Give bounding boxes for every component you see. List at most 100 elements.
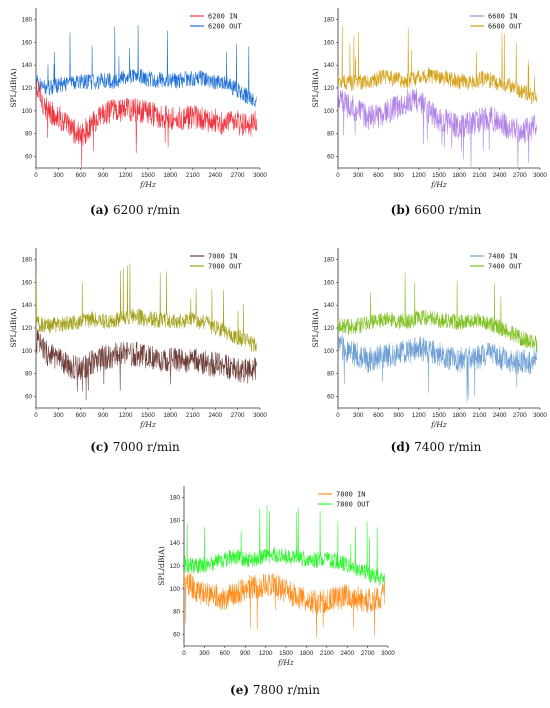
x-tick-label: 3000	[253, 172, 267, 179]
x-tick-label: 2400	[340, 650, 354, 657]
x-axis-label: f/Hz	[139, 180, 156, 189]
chart-panel-a: 60 80 100 120 140 160 180 0 300 600 900 1200 1500 180…	[0, 0, 270, 230]
x-tick-label: 2700	[231, 172, 245, 179]
y-tick-label: 80	[173, 609, 180, 616]
y-tick-label: 60	[25, 394, 32, 401]
y-tick-label: 160	[22, 39, 33, 46]
y-tick-label: 60	[173, 632, 180, 639]
y-tick-label: 120	[22, 325, 33, 332]
x-tick-label: 2100	[473, 172, 487, 179]
x-tick-label: 2700	[513, 172, 527, 179]
y-tick-label: 120	[22, 85, 33, 92]
x-tick-label: 300	[53, 412, 64, 419]
legend: 7400 IN 7400 OUT	[470, 253, 523, 271]
caption-a: (a) 6200 r/min	[25, 203, 245, 217]
caption-c-text: 7000 r/min	[112, 440, 180, 454]
y-tick-label: 160	[324, 279, 335, 286]
x-tick-label: 0	[336, 412, 340, 419]
y-tick-label: 120	[324, 85, 335, 92]
x-tick-label: 2100	[473, 412, 487, 419]
y-tick-label: 100	[22, 108, 33, 115]
x-tick-label: 900	[98, 172, 109, 179]
y-tick-label: 160	[22, 279, 33, 286]
x-tick-label: 2400	[493, 412, 507, 419]
series-line-in	[35, 329, 257, 401]
y-tick-label: 80	[25, 371, 32, 378]
legend-label: 7800 OUT	[336, 501, 371, 509]
x-tick-label: 1800	[452, 172, 466, 179]
y-tick-label: 180	[22, 256, 33, 263]
y-tick-label: 100	[22, 348, 33, 355]
x-tick-label: 900	[240, 650, 251, 657]
chart-panel-d: 60 80 100 120 140 160 180 0 300 600 900 1200 1500 180…	[302, 240, 550, 470]
x-tick-label: 1500	[279, 650, 293, 657]
x-tick-label: 2700	[513, 412, 527, 419]
y-axis-label: SPL/dB(A)	[9, 68, 18, 107]
x-tick-label: 2100	[320, 650, 334, 657]
y-tick-label: 60	[25, 154, 32, 161]
y-axis-label: SPL/dB(A)	[311, 68, 320, 107]
y-tick-label: 60	[327, 154, 334, 161]
caption-b-letter: (b)	[390, 203, 411, 217]
series-line-in	[337, 88, 538, 168]
x-tick-label: 3000	[533, 172, 547, 179]
x-tick-label: 300	[353, 412, 364, 419]
legend-label: 7400 IN	[488, 253, 518, 261]
caption-b: (b) 6600 r/min	[326, 203, 546, 217]
y-tick-label: 140	[170, 540, 181, 547]
x-tick-label: 1800	[164, 172, 178, 179]
x-tick-label: 1200	[119, 412, 133, 419]
chart-panel-c: 60 80 100 120 140 160 180 0 300 600 900 1200 1500 180…	[0, 240, 270, 470]
caption-a-text: 6200 r/min	[112, 203, 181, 217]
series-line-out	[183, 505, 386, 586]
y-tick-label: 120	[324, 325, 335, 332]
x-tick-label: 600	[373, 172, 384, 179]
x-tick-label: 3000	[253, 412, 267, 419]
x-tick-label: 0	[182, 650, 186, 657]
x-axis-label: f/Hz	[139, 420, 156, 429]
caption-c-letter: (c)	[90, 440, 109, 454]
caption-a-letter: (a)	[89, 203, 110, 217]
x-tick-label: 0	[34, 172, 38, 179]
y-tick-label: 120	[170, 563, 181, 570]
caption-d: (d) 7400 r/min	[326, 440, 546, 454]
x-tick-label: 600	[76, 412, 87, 419]
series-line-out	[337, 26, 538, 105]
y-tick-label: 140	[324, 302, 335, 309]
legend-label: 7000 IN	[208, 253, 238, 261]
y-tick-label: 100	[324, 348, 335, 355]
caption-e-text: 7800 r/min	[252, 683, 320, 697]
series-line-in	[183, 571, 386, 638]
x-tick-label: 2100	[186, 172, 200, 179]
x-tick-label: 1800	[300, 650, 314, 657]
x-tick-label: 3000	[381, 650, 395, 657]
x-tick-label: 900	[393, 412, 404, 419]
x-tick-label: 600	[220, 650, 231, 657]
legend: 6600 IN 6600 OUT	[470, 13, 523, 31]
chart-panel-e: 60 80 100 120 140 160 180 0 300 600 900 1200 1500 180…	[148, 478, 418, 708]
x-tick-label: 300	[353, 172, 364, 179]
x-axis-label: f/Hz	[430, 180, 447, 189]
x-tick-label: 2400	[208, 172, 222, 179]
x-tick-label: 600	[76, 172, 87, 179]
series-line-out	[35, 25, 257, 108]
x-tick-label: 1800	[452, 412, 466, 419]
y-tick-label: 80	[327, 371, 334, 378]
series-line-out	[337, 272, 538, 352]
x-tick-label: 900	[98, 412, 109, 419]
legend-label: 6600 IN	[488, 13, 518, 21]
series-line-in	[337, 334, 538, 403]
x-tick-label: 1500	[141, 412, 155, 419]
x-tick-label: 0	[336, 172, 340, 179]
x-tick-label: 2100	[186, 412, 200, 419]
x-tick-label: 300	[199, 650, 210, 657]
y-tick-label: 100	[324, 108, 335, 115]
y-tick-label: 180	[324, 256, 335, 263]
